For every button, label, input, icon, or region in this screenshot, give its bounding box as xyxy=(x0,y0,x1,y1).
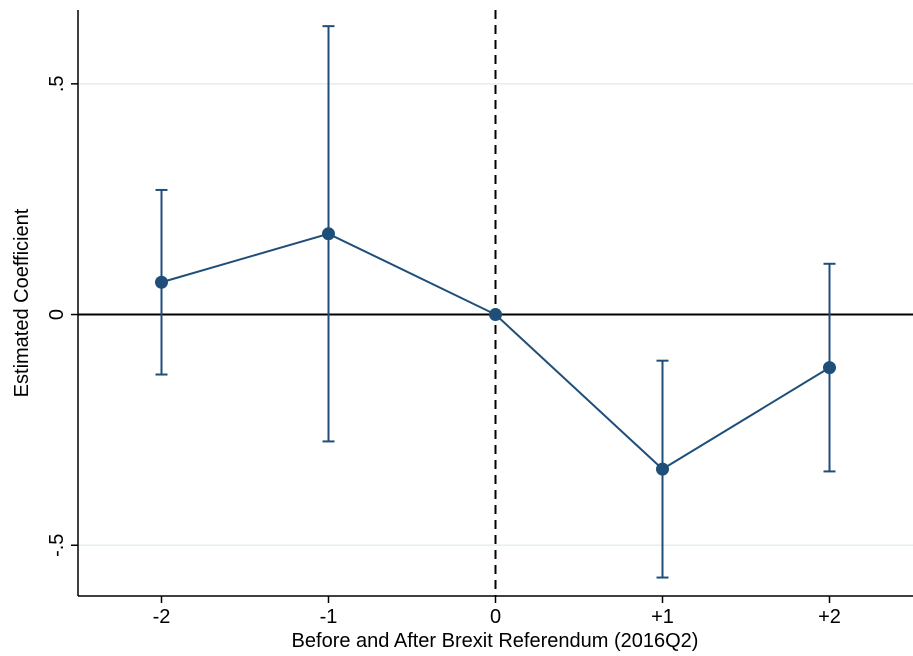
estimate-series xyxy=(155,227,836,476)
x-tick-label: +1 xyxy=(651,606,674,628)
y-tick-label: .5 xyxy=(46,75,68,92)
x-tick-label: -2 xyxy=(153,606,171,628)
estimate-point xyxy=(322,227,335,241)
estimate-point xyxy=(823,361,836,375)
axes xyxy=(71,10,913,603)
gridlines xyxy=(78,83,913,546)
x-tick-label: +2 xyxy=(818,606,841,628)
y-tick-label: -.5 xyxy=(46,534,68,557)
x-tick-label: 0 xyxy=(490,606,501,628)
estimate-point xyxy=(656,462,669,476)
estimate-point xyxy=(155,275,168,289)
x-tick-label: -1 xyxy=(320,606,338,628)
x-axis-title: Before and After Brexit Referendum (2016… xyxy=(292,630,699,652)
y-tick-label: 0 xyxy=(46,309,68,320)
axis-labels: Before and After Brexit Referendum (2016… xyxy=(11,75,841,652)
estimate-point xyxy=(489,308,502,322)
y-axis-title: Estimated Coefficient xyxy=(11,208,33,397)
